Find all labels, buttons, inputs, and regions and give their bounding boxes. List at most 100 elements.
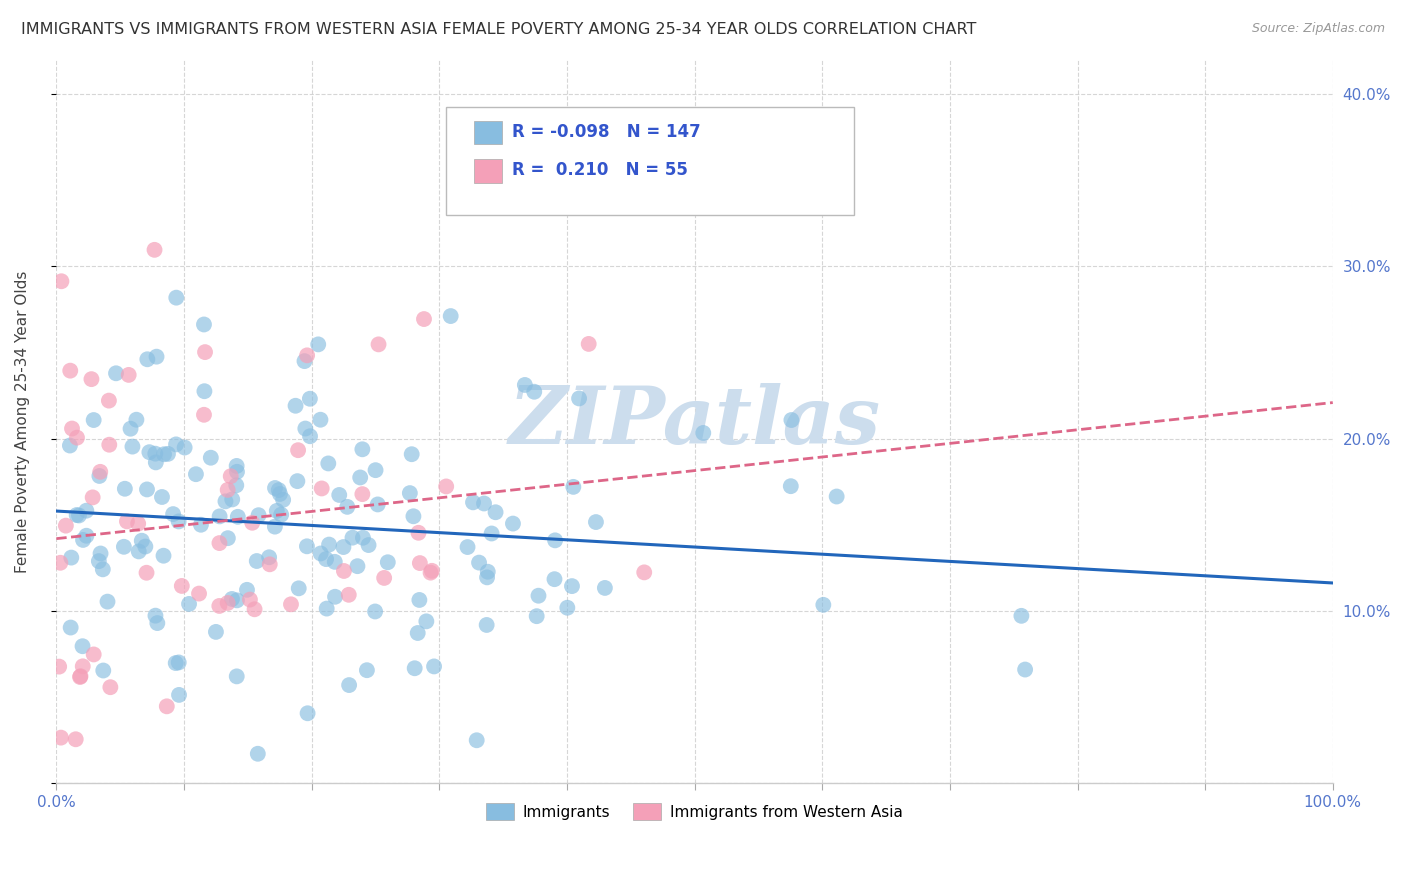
Point (243, 602, 266, 616)
Point (364, 463, 387, 477)
Point (59, 438, 82, 452)
Point (226, 509, 249, 524)
Point (287, 474, 309, 488)
Point (633, 566, 655, 580)
Point (80, 372, 103, 386)
Point (49, 731, 72, 745)
Point (457, 540, 479, 554)
Point (97, 393, 120, 408)
Point (271, 492, 294, 507)
Point (813, 598, 835, 612)
Point (153, 447, 176, 461)
Point (399, 486, 422, 500)
Point (420, 564, 443, 578)
Point (91, 664, 114, 678)
Point (692, 425, 714, 440)
Point (188, 586, 211, 600)
Point (419, 566, 441, 580)
Point (578, 337, 600, 351)
Point (484, 505, 506, 519)
Point (295, 348, 318, 362)
Y-axis label: Female Poverty Among 25-34 Year Olds: Female Poverty Among 25-34 Year Olds (15, 270, 30, 573)
Point (194, 345, 217, 359)
Point (221, 492, 243, 507)
Point (267, 483, 290, 497)
Point (311, 482, 333, 496)
Point (336, 500, 359, 514)
Point (562, 480, 585, 494)
Text: R =  0.210   N = 55: R = 0.210 N = 55 (512, 161, 688, 179)
Point (65, 732, 87, 747)
Point (434, 479, 457, 493)
Point (423, 659, 446, 673)
Point (156, 447, 179, 461)
Point (225, 669, 247, 683)
Point (266, 504, 288, 518)
Point (294, 354, 316, 368)
Point (298, 392, 321, 406)
Point (165, 437, 187, 451)
Point (280, 597, 302, 611)
Text: R = -0.098   N = 147: R = -0.098 N = 147 (512, 123, 700, 141)
Point (217, 531, 239, 545)
Point (190, 517, 212, 532)
Point (226, 593, 249, 607)
Point (413, 312, 436, 326)
Point (337, 678, 360, 692)
Point (561, 579, 583, 593)
Point (257, 550, 280, 565)
Point (315, 601, 337, 615)
Point (167, 515, 190, 529)
Point (780, 413, 803, 427)
Point (165, 291, 187, 305)
Point (83, 648, 105, 662)
Point (287, 443, 309, 458)
Point (415, 615, 437, 629)
Point (145, 608, 167, 623)
Point (523, 384, 546, 399)
Point (89, 465, 111, 479)
Point (475, 570, 498, 584)
Point (118, 368, 141, 382)
Point (112, 540, 135, 554)
Point (352, 487, 374, 501)
Point (342, 531, 364, 545)
Point (367, 498, 389, 512)
Legend: Immigrants, Immigrants from Western Asia: Immigrants, Immigrants from Western Asia (479, 797, 910, 826)
Point (352, 531, 374, 545)
Point (60, 421, 83, 435)
Point (134, 540, 156, 554)
Point (246, 747, 269, 761)
Point (152, 549, 174, 563)
Text: Source: ZipAtlas.com: Source: ZipAtlas.com (1251, 22, 1385, 36)
Point (295, 539, 318, 553)
Point (408, 525, 430, 540)
Point (315, 552, 337, 566)
Point (69, 670, 91, 684)
Point (246, 554, 269, 568)
Text: IMMIGRANTS VS IMMIGRANTS FROM WESTERN ASIA FEMALE POVERTY AMONG 25-34 YEAR OLDS : IMMIGRANTS VS IMMIGRANTS FROM WESTERN AS… (21, 22, 976, 37)
Point (120, 422, 142, 436)
Point (135, 566, 157, 580)
Point (440, 309, 463, 323)
Point (156, 699, 179, 714)
Point (138, 445, 160, 459)
Point (87, 554, 110, 568)
Point (145, 455, 167, 469)
Point (1014, 663, 1036, 677)
Point (465, 733, 488, 747)
Point (115, 514, 138, 528)
Point (193, 408, 215, 422)
Point (75, 504, 97, 518)
Text: ZIPatlas: ZIPatlas (509, 383, 880, 460)
Point (332, 540, 354, 554)
Point (318, 538, 340, 552)
Point (60, 550, 83, 565)
Point (287, 582, 309, 596)
Point (125, 413, 148, 427)
Point (146, 616, 169, 631)
Point (404, 661, 426, 675)
Point (91, 562, 114, 576)
Point (408, 593, 430, 607)
Point (284, 399, 307, 413)
